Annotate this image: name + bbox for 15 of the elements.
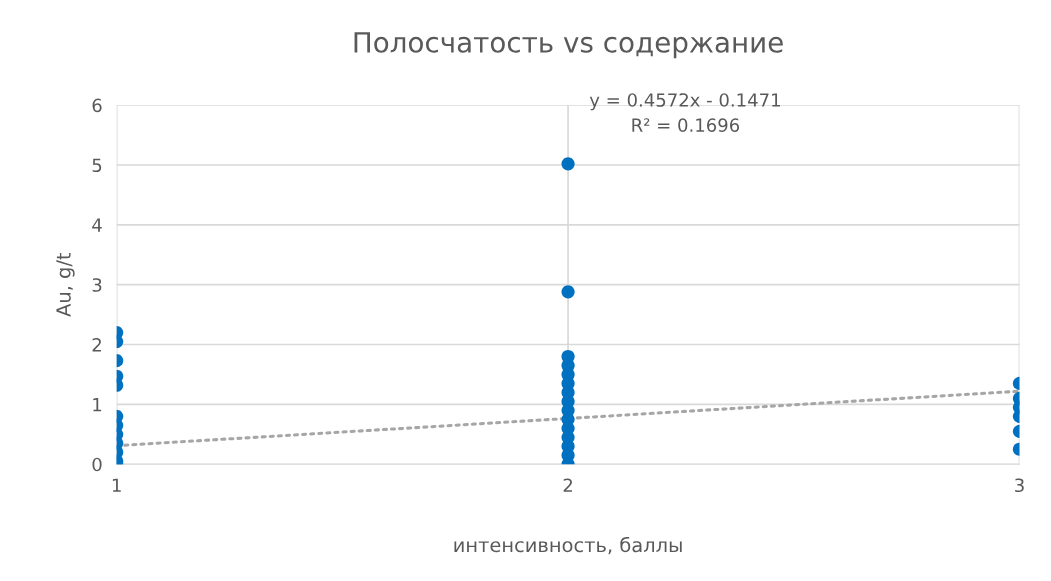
y-tick-label: 4	[92, 218, 102, 232]
y-tick-label: 5	[92, 158, 102, 173]
x-tick-label: 3	[1015, 478, 1024, 493]
annotation: y = 0.4572x - 0.1471	[589, 93, 780, 111]
x-tick-label: 2	[563, 478, 572, 492]
chart-title: Полосчатость vs содержание	[354, 32, 783, 59]
y-axis-title: Au, g/t	[56, 252, 75, 317]
y-tick-label: 3	[92, 278, 102, 292]
annotation: R² = 0.1696	[632, 118, 740, 132]
y-tick-label: 6	[92, 98, 102, 113]
y-tick-label: 1	[93, 398, 102, 412]
x-axis-title: интенсивность, баллы	[454, 536, 682, 555]
x-tick-label: 1	[112, 478, 121, 492]
y-tick-label: 0	[92, 457, 102, 472]
y-tick-label: 2	[92, 337, 101, 352]
